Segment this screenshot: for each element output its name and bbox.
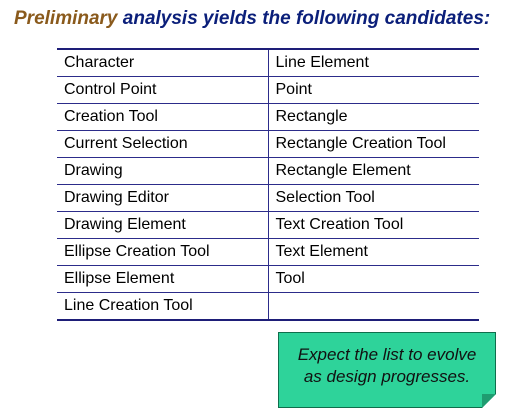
table-cell: Ellipse Creation Tool <box>57 238 269 266</box>
table-row: Ellipse Creation Tool Text Element <box>57 238 479 266</box>
note-folded-corner <box>482 394 496 408</box>
heading-emphasis: Preliminary <box>14 8 118 29</box>
table-cell: Rectangle Creation Tool <box>268 130 479 158</box>
note-line-2: as design progresses. <box>303 367 471 386</box>
candidates-table: Character Line Element Control Point Poi… <box>57 48 479 321</box>
table-cell <box>268 292 479 321</box>
table-cell: Text Creation Tool <box>268 211 479 239</box>
table-cell: Rectangle <box>268 103 479 131</box>
table-cell: Rectangle Element <box>268 157 479 185</box>
slide-heading: Preliminary analysis yields the followin… <box>14 8 490 30</box>
table-cell: Current Selection <box>57 130 269 158</box>
table-row: Creation Tool Rectangle <box>57 103 479 131</box>
table-cell: Character <box>57 48 269 77</box>
table-row: Drawing Element Text Creation Tool <box>57 211 479 239</box>
table-row: Drawing Editor Selection Tool <box>57 184 479 212</box>
table-cell: Point <box>268 76 479 104</box>
table-cell: Line Element <box>268 48 479 77</box>
table-row: Control Point Point <box>57 76 479 104</box>
table-cell: Text Element <box>268 238 479 266</box>
table-row: Line Creation Tool <box>57 292 479 321</box>
table-cell: Selection Tool <box>268 184 479 212</box>
table-cell: Drawing Element <box>57 211 269 239</box>
table-cell: Control Point <box>57 76 269 104</box>
table-cell: Drawing <box>57 157 269 185</box>
table-row: Drawing Rectangle Element <box>57 157 479 185</box>
table-row: Character Line Element <box>57 48 479 77</box>
table-row: Ellipse Element Tool <box>57 265 479 293</box>
table-row: Current Selection Rectangle Creation Too… <box>57 130 479 158</box>
note-line-1: Expect the list to evolve <box>297 345 477 364</box>
table-cell: Line Creation Tool <box>57 292 269 321</box>
heading-rest: analysis yields the following candidates… <box>117 8 491 29</box>
note-text: Expect the list to evolve as design prog… <box>278 344 496 388</box>
table-cell: Ellipse Element <box>57 265 269 293</box>
sticky-note <box>278 332 496 408</box>
table-cell: Drawing Editor <box>57 184 269 212</box>
table-cell: Tool <box>268 265 479 293</box>
table-cell: Creation Tool <box>57 103 269 131</box>
